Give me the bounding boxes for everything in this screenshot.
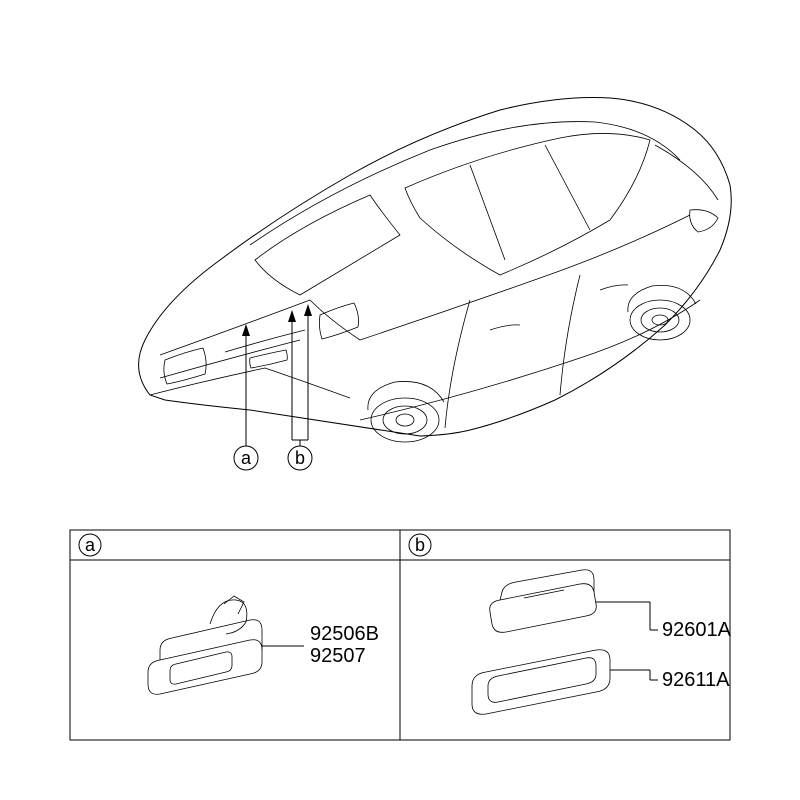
panel-b-part-icons: 92601A 92611A (472, 570, 732, 715)
parts-diagram: a b a b 92506B (0, 0, 800, 800)
panel-b-partnum-1: 92601A (662, 619, 732, 641)
panel-a-partnum-1: 92506B (310, 623, 379, 645)
car-outline (139, 98, 732, 443)
panel-a-part-icon: 92506B 92507 (148, 596, 379, 694)
callout-b-label: b (295, 448, 305, 468)
callout-a: a (234, 324, 258, 470)
detail-panels: a b (70, 530, 730, 740)
callout-a-label: a (241, 448, 252, 468)
callout-b: b (288, 304, 312, 470)
panel-b-header: b (415, 535, 425, 555)
panel-a-partnum-2: 92507 (310, 645, 366, 667)
panel-b-partnum-2: 92611A (662, 669, 730, 691)
panel-a-header: a (85, 535, 96, 555)
